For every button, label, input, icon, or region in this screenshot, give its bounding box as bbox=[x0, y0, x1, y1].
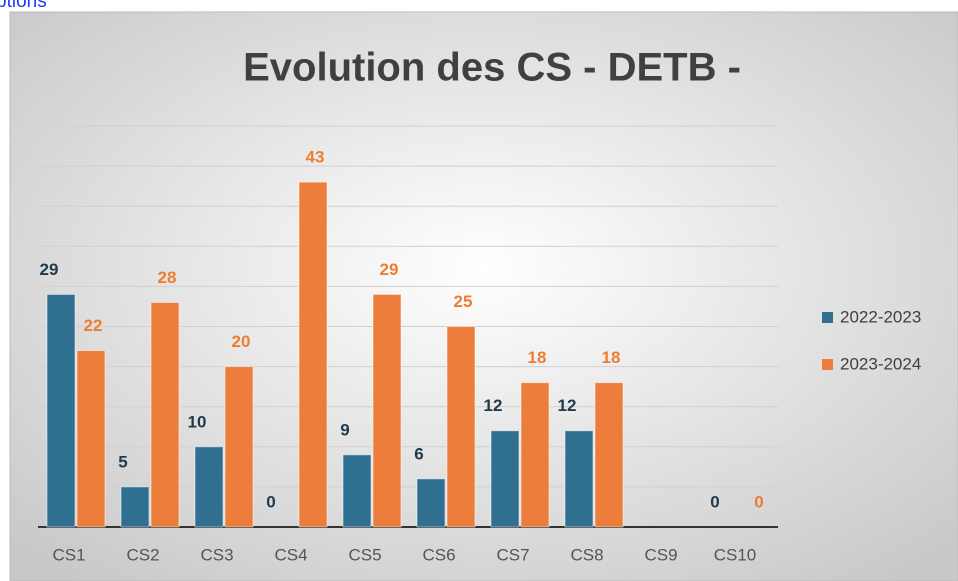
chart-title: Evolution des CS - DETB - bbox=[243, 46, 741, 90]
data-label: 0 bbox=[266, 492, 275, 511]
data-label: 12 bbox=[484, 396, 503, 415]
bar bbox=[564, 430, 594, 528]
legend-swatch bbox=[822, 359, 833, 370]
x-tick-label: CS5 bbox=[348, 545, 381, 564]
x-tick-label: CS2 bbox=[126, 545, 159, 564]
data-label: 20 bbox=[232, 332, 251, 351]
x-tick-label: CS6 bbox=[422, 545, 455, 564]
bar bbox=[194, 446, 224, 528]
data-label: 6 bbox=[414, 444, 423, 463]
legend-label: 2023-2024 bbox=[840, 354, 921, 373]
bar bbox=[594, 382, 624, 528]
bar bbox=[342, 454, 372, 528]
legend-label: 2022-2023 bbox=[840, 307, 921, 326]
data-label: 18 bbox=[528, 348, 547, 367]
data-label: 5 bbox=[118, 452, 127, 471]
data-label: 12 bbox=[558, 396, 577, 415]
bar bbox=[150, 301, 180, 528]
data-label: 0 bbox=[710, 492, 719, 511]
data-label: 28 bbox=[158, 268, 177, 287]
bar bbox=[298, 181, 328, 528]
bar bbox=[416, 478, 446, 528]
data-label: 22 bbox=[84, 316, 103, 335]
bar bbox=[224, 366, 254, 528]
bar bbox=[446, 326, 476, 528]
bar bbox=[46, 293, 76, 528]
data-label: 9 bbox=[340, 420, 349, 439]
x-tick-label: CS10 bbox=[714, 545, 757, 564]
x-tick-label: CS8 bbox=[570, 545, 603, 564]
data-label: 18 bbox=[602, 348, 621, 367]
bar bbox=[490, 430, 520, 528]
data-label: 43 bbox=[306, 148, 325, 167]
data-label: 29 bbox=[40, 260, 59, 279]
x-tick-label: CS7 bbox=[496, 545, 529, 564]
x-tick-label: CS4 bbox=[274, 545, 307, 564]
legend-swatch bbox=[822, 312, 833, 323]
bar bbox=[76, 350, 106, 528]
x-tick-label: CS1 bbox=[52, 545, 85, 564]
data-label: 29 bbox=[380, 260, 399, 279]
x-tick-label: CS9 bbox=[644, 545, 677, 564]
data-label: 25 bbox=[454, 292, 473, 311]
bar bbox=[120, 486, 150, 528]
data-label: 10 bbox=[188, 412, 207, 431]
x-tick-label: CS3 bbox=[200, 545, 233, 564]
bar bbox=[372, 293, 402, 528]
data-label: 0 bbox=[754, 492, 763, 511]
link-text[interactable]: ptions bbox=[0, 0, 47, 12]
bar bbox=[520, 382, 550, 528]
